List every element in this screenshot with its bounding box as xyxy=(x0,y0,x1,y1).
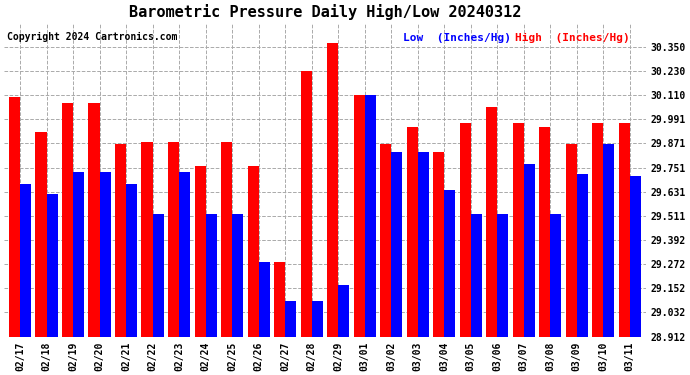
Bar xyxy=(460,123,471,337)
Bar xyxy=(221,142,232,337)
Bar xyxy=(248,166,259,337)
Bar xyxy=(619,123,630,337)
Bar xyxy=(126,184,137,337)
Bar xyxy=(513,123,524,337)
Bar xyxy=(471,214,482,337)
Bar xyxy=(285,301,296,337)
Bar xyxy=(566,144,577,337)
Bar xyxy=(433,152,444,337)
Bar xyxy=(539,128,551,337)
Text: Copyright 2024 Cartronics.com: Copyright 2024 Cartronics.com xyxy=(8,32,178,42)
Bar xyxy=(20,184,31,337)
Bar xyxy=(327,43,338,337)
Bar xyxy=(630,176,641,337)
Bar xyxy=(406,128,417,337)
Bar xyxy=(551,214,562,337)
Bar xyxy=(312,301,323,337)
Bar xyxy=(301,71,312,337)
Bar xyxy=(274,262,285,337)
Bar xyxy=(524,164,535,337)
Bar xyxy=(99,172,110,337)
Bar xyxy=(168,142,179,337)
Bar xyxy=(195,166,206,337)
Bar xyxy=(152,214,164,337)
Title: Barometric Pressure Daily High/Low 20240312: Barometric Pressure Daily High/Low 20240… xyxy=(129,4,521,20)
Bar xyxy=(73,172,84,337)
Bar xyxy=(115,144,126,337)
Bar xyxy=(259,262,270,337)
Bar xyxy=(206,214,217,337)
Bar xyxy=(417,152,429,337)
Bar xyxy=(47,194,58,337)
Bar xyxy=(338,285,349,337)
Bar xyxy=(444,190,455,337)
Bar xyxy=(497,214,509,337)
Bar xyxy=(62,103,73,337)
Bar xyxy=(577,174,588,337)
Bar xyxy=(141,142,152,337)
Bar xyxy=(380,144,391,337)
Bar xyxy=(391,152,402,337)
Bar xyxy=(486,107,497,337)
Bar xyxy=(179,172,190,337)
Legend: Low  (Inches/Hg), High  (Inches/Hg): Low (Inches/Hg), High (Inches/Hg) xyxy=(399,28,633,47)
Bar xyxy=(353,95,365,337)
Bar xyxy=(35,132,47,337)
Bar xyxy=(232,214,244,337)
Bar xyxy=(9,97,20,337)
Bar xyxy=(603,144,614,337)
Bar xyxy=(88,103,99,337)
Bar xyxy=(592,123,603,337)
Bar xyxy=(365,95,376,337)
